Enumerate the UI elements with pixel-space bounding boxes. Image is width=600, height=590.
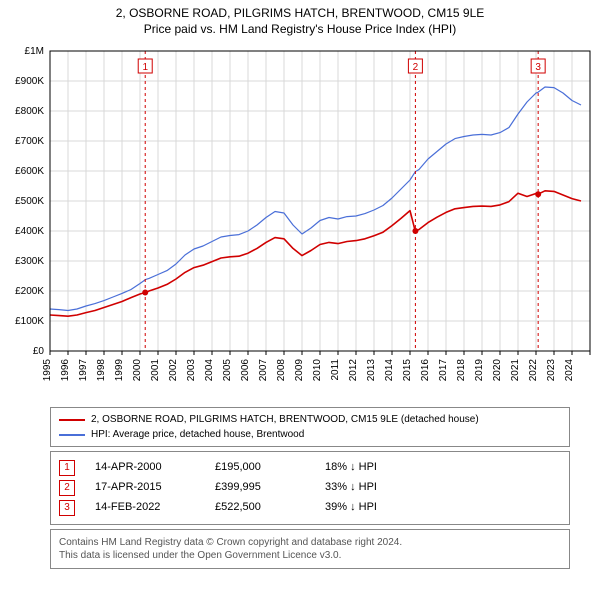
chart-title-block: 2, OSBORNE ROAD, PILGRIMS HATCH, BRENTWO… [0, 0, 600, 41]
svg-text:2001: 2001 [150, 359, 161, 382]
svg-text:2009: 2009 [294, 359, 305, 382]
attribution-box: Contains HM Land Registry data © Crown c… [50, 529, 570, 569]
svg-text:£700K: £700K [15, 136, 44, 147]
svg-text:1999: 1999 [114, 359, 125, 382]
sale-event-row: 3 14-FEB-2022 £522,500 39% ↓ HPI [59, 498, 561, 518]
svg-text:2018: 2018 [456, 359, 467, 382]
event-diff-vs-hpi: 18% ↓ HPI [325, 458, 377, 478]
svg-text:2007: 2007 [258, 359, 269, 382]
svg-text:2017: 2017 [438, 359, 449, 382]
svg-text:2015: 2015 [402, 359, 413, 382]
event-date: 14-FEB-2022 [95, 498, 195, 518]
svg-text:2005: 2005 [222, 359, 233, 382]
event-price: £399,995 [215, 478, 305, 498]
svg-text:2020: 2020 [492, 359, 503, 382]
attribution-line: This data is licensed under the Open Gov… [59, 549, 561, 562]
event-date: 14-APR-2000 [95, 458, 195, 478]
legend-item: HPI: Average price, detached house, Bren… [59, 427, 561, 442]
svg-text:2013: 2013 [366, 359, 377, 382]
event-marker: 2 [59, 480, 75, 496]
svg-text:£300K: £300K [15, 256, 44, 267]
event-diff-vs-hpi: 39% ↓ HPI [325, 498, 377, 518]
svg-text:1998: 1998 [96, 359, 107, 382]
svg-text:2002: 2002 [168, 359, 179, 382]
event-date: 17-APR-2015 [95, 478, 195, 498]
svg-text:2023: 2023 [546, 359, 557, 382]
svg-text:£500K: £500K [15, 196, 44, 207]
event-marker: 3 [59, 500, 75, 516]
sale-events-box: 1 14-APR-2000 £195,000 18% ↓ HPI 2 17-APR-201… [50, 451, 570, 524]
svg-text:1996: 1996 [60, 359, 71, 382]
svg-text:2008: 2008 [276, 359, 287, 382]
svg-text:2024: 2024 [564, 359, 575, 382]
legend-item: 2, OSBORNE ROAD, PILGRIMS HATCH, BRENTWO… [59, 412, 561, 427]
svg-text:2: 2 [413, 62, 419, 73]
svg-text:£900K: £900K [15, 76, 44, 87]
svg-text:1: 1 [142, 62, 148, 73]
chart-svg: £0 £100K £200K £300K £400K £500K £600K £700K £80… [0, 41, 600, 401]
event-marker: 1 [59, 460, 75, 476]
svg-text:£0: £0 [33, 346, 45, 357]
svg-text:£1M: £1M [25, 46, 44, 57]
svg-text:2021: 2021 [510, 359, 521, 382]
chart-plot-area: £0 £100K £200K £300K £400K £500K £600K £700K £80… [0, 41, 600, 401]
svg-text:2014: 2014 [384, 359, 395, 382]
legend-label: HPI: Average price, detached house, Bren… [91, 427, 304, 442]
svg-text:2003: 2003 [186, 359, 197, 382]
chart-container: { "title": { "line1": "2, OSBORNE ROAD, … [0, 0, 600, 569]
svg-text:3: 3 [535, 62, 541, 73]
event-price: £195,000 [215, 458, 305, 478]
svg-text:£600K: £600K [15, 166, 44, 177]
svg-text:2022: 2022 [528, 359, 539, 382]
svg-text:2000: 2000 [132, 359, 143, 382]
chart-title: 2, OSBORNE ROAD, PILGRIMS HATCH, BRENTWO… [10, 6, 590, 22]
legend-swatch [59, 434, 85, 436]
legend-swatch [59, 419, 85, 421]
attribution-line: Contains HM Land Registry data © Crown c… [59, 536, 561, 549]
sale-event-row: 1 14-APR-2000 £195,000 18% ↓ HPI [59, 458, 561, 478]
svg-text:2012: 2012 [348, 359, 359, 382]
sale-event-row: 2 17-APR-2015 £399,995 33% ↓ HPI [59, 478, 561, 498]
svg-text:2016: 2016 [420, 359, 431, 382]
svg-text:2006: 2006 [240, 359, 251, 382]
svg-text:£800K: £800K [15, 106, 44, 117]
svg-text:£200K: £200K [15, 286, 44, 297]
svg-text:2019: 2019 [474, 359, 485, 382]
svg-text:2010: 2010 [312, 359, 323, 382]
svg-text:2011: 2011 [330, 359, 341, 381]
event-price: £522,500 [215, 498, 305, 518]
legend-label: 2, OSBORNE ROAD, PILGRIMS HATCH, BRENTWO… [91, 412, 479, 427]
svg-text:£100K: £100K [15, 316, 44, 327]
svg-text:1997: 1997 [78, 359, 89, 382]
svg-text:1995: 1995 [42, 359, 53, 382]
svg-text:2004: 2004 [204, 359, 215, 382]
event-diff-vs-hpi: 33% ↓ HPI [325, 478, 377, 498]
chart-subtitle: Price paid vs. HM Land Registry's House … [10, 22, 590, 38]
legend-box: 2, OSBORNE ROAD, PILGRIMS HATCH, BRENTWO… [50, 407, 570, 447]
svg-text:£400K: £400K [15, 226, 44, 237]
